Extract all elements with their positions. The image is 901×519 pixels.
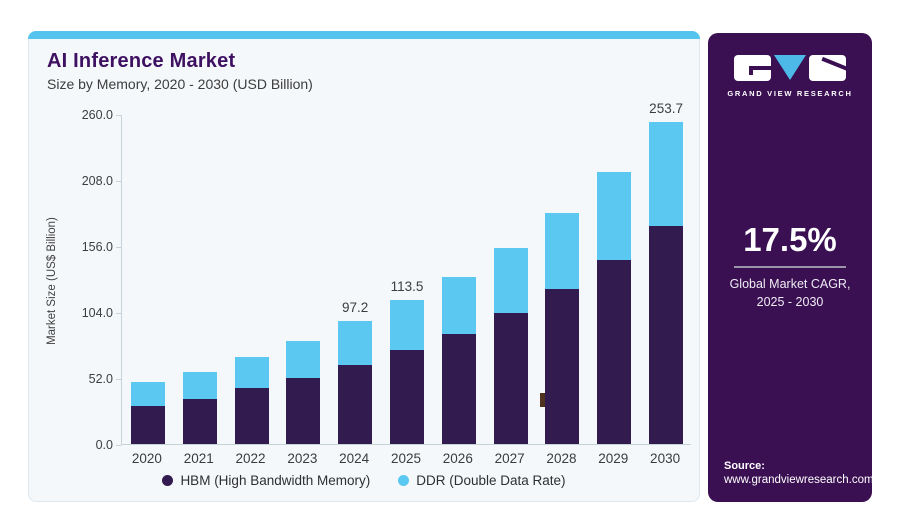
bar-2024: [338, 320, 373, 444]
ddr-series-dot-icon: [398, 475, 410, 486]
bar-2022-ddr-segment: [234, 356, 269, 389]
cagr-divider: [734, 266, 846, 268]
x-tick-2025: 2025: [390, 451, 422, 466]
bar-2023-ddr-segment: [286, 341, 321, 378]
cagr-block: 17.5% Global Market CAGR, 2025 - 2030: [708, 221, 872, 311]
chart-subtitle: Size by Memory, 2020 - 2030 (USD Billion…: [47, 76, 313, 92]
bar-2027-ddr-segment: [493, 247, 528, 314]
bar-2025-ddr-segment: [390, 299, 424, 350]
bar-2030-hbm-segment: [649, 225, 684, 444]
bar-2026-ddr-segment: [441, 276, 476, 334]
bar-2027: [493, 247, 528, 444]
bar-2029-hbm-segment: [597, 259, 632, 444]
bar-2029: [597, 171, 632, 444]
bar-2028: [545, 212, 580, 444]
x-tick-2028: 2028: [546, 451, 577, 466]
bar-2027-hbm-segment: [493, 313, 528, 444]
data-label-2024: 97.2: [342, 299, 369, 315]
bar-2020-hbm-segment: [130, 405, 165, 444]
legend: HBM (High Bandwidth Memory) DDR (Double …: [29, 473, 699, 488]
x-tick-2027: 2027: [494, 451, 525, 466]
chart-card: AI Inference Market Size by Memory, 2020…: [28, 31, 700, 502]
y-axis: 0.0 52.0 104.0 156.0 208.0 260.0: [63, 108, 121, 452]
bar-2023: [286, 341, 321, 444]
brand-panel: GRAND VIEW RESEARCH 17.5% Global Market …: [708, 33, 874, 502]
legend-label-hbm: HBM (High Bandwidth Memory): [180, 473, 371, 488]
logo-r-block-icon: [809, 55, 846, 81]
x-tick-2030: 2030: [650, 451, 681, 466]
cagr-caption-line2: 2025 - 2030: [756, 294, 824, 309]
bar-2021-ddr-segment: [182, 371, 217, 399]
cagr-value: 17.5%: [743, 221, 837, 258]
bar-2020: [130, 382, 165, 444]
source-block: Source: www.grandviewresearch.com: [724, 460, 874, 486]
y-tick-104.0: 104.0: [70, 305, 121, 321]
bar-2030-ddr-segment: [649, 122, 684, 226]
legend-item-ddr: DDR (Double Data Rate): [398, 473, 566, 488]
bar-2021: [182, 371, 217, 444]
bar-2026-hbm-segment: [441, 333, 476, 444]
bar-2028-hbm-segment: [545, 289, 580, 444]
bar-2020-ddr-segment: [130, 382, 165, 406]
legend-item-hbm: HBM (High Bandwidth Memory): [162, 473, 370, 488]
x-tick-2024: 2024: [339, 451, 370, 466]
x-tick-2022: 2022: [235, 451, 266, 466]
x-tick-2029: 2029: [598, 451, 629, 466]
card-accent-strip: [28, 31, 700, 39]
y-tick-156.0: 156.0: [70, 239, 121, 255]
bar-2026: [441, 276, 476, 444]
bar-2024-ddr-segment: [338, 320, 373, 365]
x-axis: 2020 2021 2022 2023 2024 2025 2026 2027 2028 2029…: [121, 451, 691, 469]
bar-2021-hbm-segment: [182, 398, 217, 444]
y-tick-208.0: 208.0: [70, 173, 121, 189]
y-tick-0.0: 0.0: [70, 437, 121, 453]
x-tick-2020: 2020: [131, 451, 162, 466]
x-tick-2026: 2026: [442, 451, 473, 466]
brand-name: GRAND VIEW RESEARCH: [727, 89, 853, 98]
bar-2022-hbm-segment: [234, 388, 269, 444]
source-url[interactable]: www.grandviewresearch.com: [724, 474, 874, 486]
y-tick-52.0: 52.0: [70, 371, 121, 387]
bar-2024-hbm-segment: [338, 364, 373, 444]
y-axis-title: Market Size (US$ Billion): [46, 217, 58, 345]
cagr-caption-line1: Global Market CAGR,: [729, 277, 851, 291]
bar-2030: [649, 122, 684, 444]
bar-2029-ddr-segment: [597, 171, 632, 260]
hbm-series-dot-icon: [162, 475, 174, 486]
data-label-2025: 113.5: [390, 278, 424, 294]
bar-2023-hbm-segment: [286, 377, 321, 444]
legend-label-ddr: DDR (Double Data Rate): [416, 473, 566, 488]
bar-2025: [390, 299, 424, 444]
gvr-logo: GRAND VIEW RESEARCH: [708, 55, 872, 98]
x-tick-2021: 2021: [183, 451, 214, 466]
chart-title: AI Inference Market: [47, 50, 236, 72]
bar-2028-artifact-mark: [540, 393, 545, 407]
gvr-logo-icon: [734, 55, 846, 81]
logo-g-block-icon: [734, 55, 771, 81]
x-tick-2023: 2023: [287, 451, 318, 466]
y-tick-260.0: 260.0: [70, 107, 121, 123]
bar-2028-ddr-segment: [545, 212, 580, 290]
logo-v-triangle-icon: [774, 55, 806, 80]
plot-area: 97.2 113.5 253.7: [121, 101, 691, 445]
bar-2025-hbm-segment: [390, 349, 424, 444]
data-label-2030: 253.7: [649, 101, 683, 116]
bar-2022: [234, 356, 269, 444]
source-label: Source:: [724, 460, 765, 472]
